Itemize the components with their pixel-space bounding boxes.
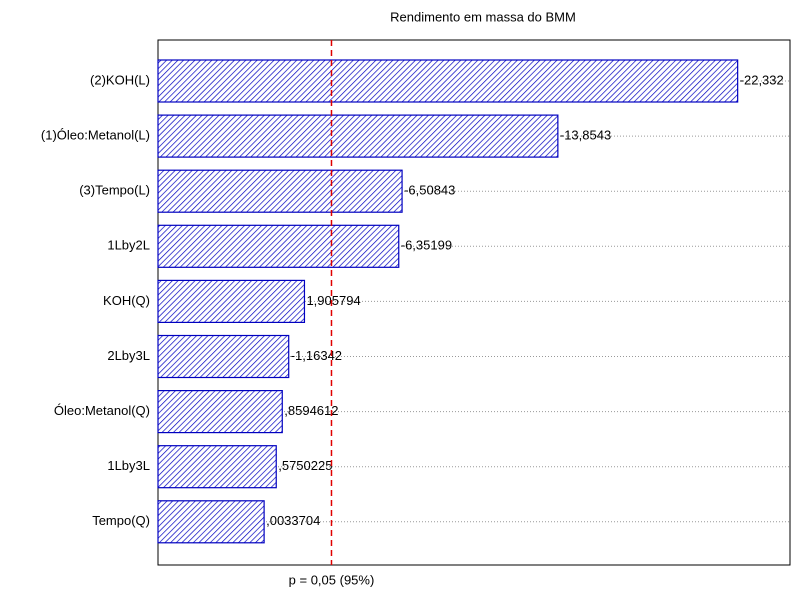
y-tick-label: (1)Óleo:Metanol(L) (41, 128, 150, 143)
y-tick-label: 1Lby3L (107, 458, 150, 473)
y-tick-label: (2)KOH(L) (90, 72, 150, 87)
y-tick-label: 1Lby2L (107, 238, 150, 253)
value-label: -6,35199 (401, 238, 452, 253)
bar (157, 224, 400, 268)
value-label: 1,905794 (306, 293, 360, 308)
y-tick-label: Óleo:Metanol(Q) (54, 403, 150, 418)
y-tick-label: (3)Tempo(L) (79, 183, 150, 198)
bar (157, 390, 283, 434)
value-label: -13,8543 (560, 128, 611, 143)
bar (157, 445, 277, 489)
reference-label: p = 0,05 (95%) (289, 572, 375, 587)
bar (157, 59, 739, 103)
value-label: -6,50843 (404, 183, 455, 198)
bar (157, 169, 403, 213)
value-label: -1,16342 (291, 348, 342, 363)
bar (157, 500, 265, 544)
y-tick-label: KOH(Q) (103, 293, 150, 308)
value-label: ,8594612 (284, 403, 338, 418)
bar (157, 114, 559, 158)
bar (157, 279, 306, 323)
bar (157, 334, 290, 379)
value-label: ,0033704 (266, 513, 320, 528)
value-label: ,5750225 (278, 458, 332, 473)
chart-title: Rendimento em massa do BMM (390, 9, 576, 24)
value-label: -22,332 (740, 72, 784, 87)
y-tick-label: 2Lby3L (107, 348, 150, 363)
y-tick-label: Tempo(Q) (92, 513, 150, 528)
